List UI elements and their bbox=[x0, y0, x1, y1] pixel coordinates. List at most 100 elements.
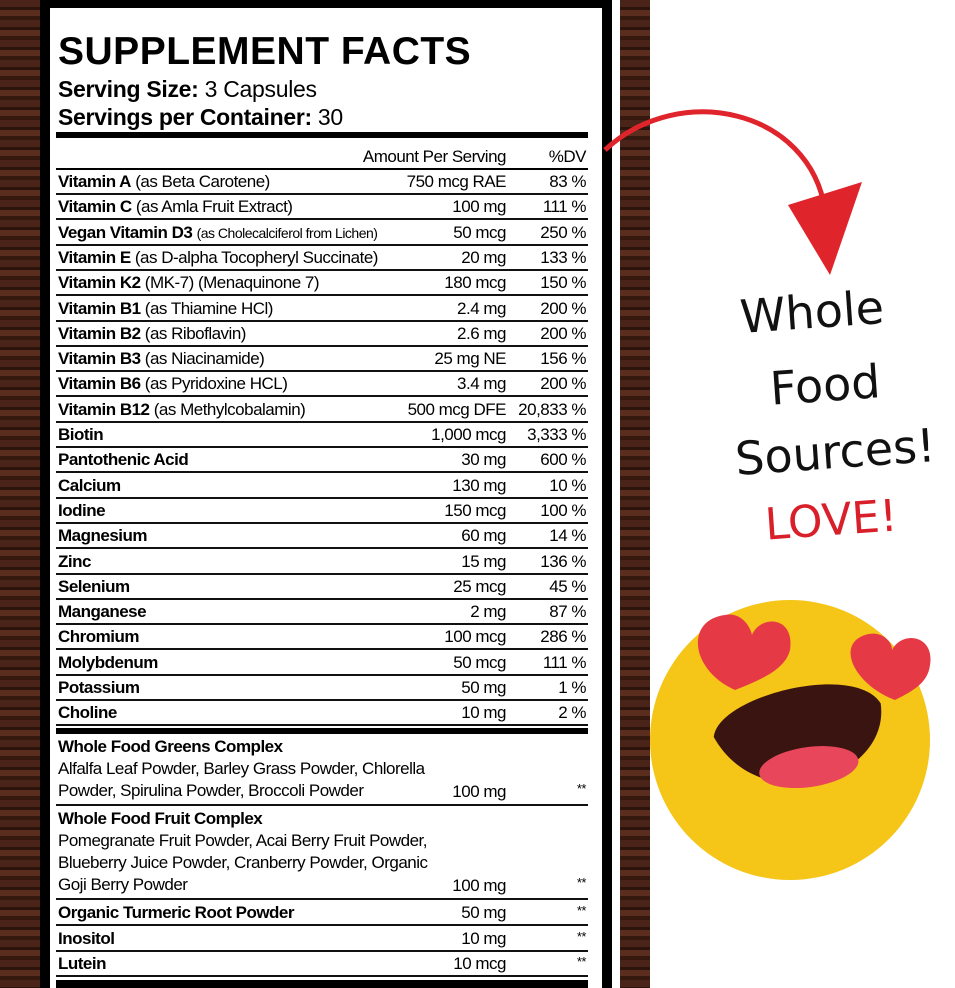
ingredient-amount: 10 mcg bbox=[453, 954, 506, 973]
wood-background-right bbox=[620, 0, 650, 988]
nutrient-amount: 100 mcg bbox=[444, 627, 506, 647]
nutrient-dv: 286 % bbox=[540, 627, 586, 647]
ingredient-dv: ** bbox=[576, 928, 587, 944]
nutrient-dv: 1 % bbox=[558, 678, 586, 697]
nutrient-amount: 20 mg bbox=[461, 247, 506, 267]
ingredient-row: Organic Turmeric Root Powder 50 mg ** bbox=[56, 901, 588, 926]
nutrient-row: Potassium 50 mg 1 % bbox=[56, 676, 588, 701]
ingredient-dv: ** bbox=[576, 903, 587, 918]
nutrient-dv: 2 % bbox=[558, 703, 586, 723]
nutrient-name: Zinc bbox=[58, 551, 91, 571]
nutrient-name: Pantothenic Acid bbox=[58, 450, 189, 470]
nutrient-amount: 25 mg NE bbox=[434, 349, 506, 369]
nutrient-row: Vitamin C (as Amla Fruit Extract) 100 mg… bbox=[56, 195, 588, 221]
nutrient-row: Biotin 1,000 mcg 3,333 % bbox=[56, 423, 588, 448]
nutrient-dv: 136 % bbox=[540, 551, 586, 571]
nutrient-row: Vitamin E (as D-alpha Tocopheryl Succina… bbox=[56, 246, 588, 271]
nutrient-row: Vitamin B1 (as Thiamine HCl) 2.4 mg 200 … bbox=[56, 297, 588, 322]
nutrient-amount: 2.6 mg bbox=[457, 323, 506, 343]
complex-ingredients: Alfalfa Leaf Powder, Barley Grass Powder… bbox=[58, 759, 425, 800]
ingredient-name: Lutein bbox=[58, 954, 107, 973]
nutrient-name: Molybdenum bbox=[58, 652, 158, 672]
nutrient-name: Biotin bbox=[58, 425, 104, 444]
nutrient-name: Vitamin A (as Beta Carotene) bbox=[58, 172, 270, 191]
nutrient-amount: 60 mg bbox=[461, 526, 506, 546]
ingredient-dv: ** bbox=[576, 954, 587, 969]
nutrient-row: Zinc 15 mg 136 % bbox=[56, 550, 588, 575]
nutrient-amount: 130 mg bbox=[452, 475, 506, 495]
nutrient-amount: 50 mg bbox=[461, 678, 506, 697]
callout-whole: Whole bbox=[738, 280, 886, 344]
nutrient-amount: 50 mcg bbox=[453, 652, 506, 672]
nutrient-row: Manganese 2 mg 87 % bbox=[56, 600, 588, 626]
nutrient-row: Vitamin B6 (as Pyridoxine HCL) 3.4 mg 20… bbox=[56, 372, 588, 398]
nutrient-amount: 50 mcg bbox=[453, 222, 506, 242]
complex-name: Whole Food Fruit Complex bbox=[58, 809, 263, 828]
nutrient-row: Chromium 100 mcg 286 % bbox=[56, 625, 588, 651]
nutrient-name: Vitamin B3 (as Niacinamide) bbox=[58, 349, 265, 369]
nutrient-dv: 111 % bbox=[542, 197, 587, 217]
nutrient-name: Chromium bbox=[58, 627, 140, 647]
nutrient-amount: 3.4 mg bbox=[457, 374, 506, 394]
nutrient-dv: 100 % bbox=[540, 500, 586, 520]
complex-ingredients: Pomegranate Fruit Powder, Acai Berry Fru… bbox=[58, 831, 428, 894]
complex-group: Whole Food Greens Complex Alfalfa Leaf P… bbox=[56, 736, 588, 806]
curved-arrow-icon bbox=[603, 109, 862, 275]
label-title: SUPPLEMENT FACTS bbox=[58, 30, 472, 73]
nutrient-row: Vitamin B12 (as Methylcobalamin) 500 mcg… bbox=[56, 398, 588, 423]
nutrient-row: Vitamin K2 (MK-7) (Menaquinone 7) 180 mc… bbox=[56, 271, 588, 297]
nutrient-name: Manganese bbox=[58, 602, 147, 622]
nutrient-dv: 200 % bbox=[540, 323, 586, 343]
nutrient-name: Magnesium bbox=[58, 526, 148, 546]
ingredient-row: Lutein 10 mcg ** bbox=[56, 952, 588, 977]
nutrient-amount: 2 mg bbox=[470, 602, 506, 622]
nutrient-name: Vitamin B2 (as Riboflavin) bbox=[58, 323, 246, 343]
nutrient-row: Vitamin A (as Beta Carotene) 750 mcg RAE… bbox=[56, 170, 588, 195]
nutrient-dv: 156 % bbox=[540, 349, 586, 369]
nutrient-dv: 14 % bbox=[549, 526, 586, 546]
nutrient-amount: 1,000 mcg bbox=[431, 425, 506, 444]
nutrient-row: Choline 10 mg 2 % bbox=[56, 701, 588, 727]
nutrient-row: Vegan Vitamin D3 (as Cholecalciferol fro… bbox=[56, 221, 588, 246]
nutrient-name: Potassium bbox=[58, 678, 140, 697]
nutrient-amount: 150 mcg bbox=[444, 500, 506, 520]
complex-dv: ** bbox=[576, 781, 587, 796]
complex-amount: 100 mg bbox=[452, 876, 506, 895]
nutrient-amount: 30 mg bbox=[461, 450, 506, 470]
nutrient-dv: 133 % bbox=[540, 247, 586, 267]
nutrient-name: Vitamin K2 (MK-7) (Menaquinone 7) bbox=[58, 273, 320, 293]
nutrient-amount: 15 mg bbox=[461, 551, 506, 571]
nutrient-row: Calcium 130 mg 10 % bbox=[56, 474, 588, 499]
nutrient-amount: 25 mcg bbox=[453, 576, 506, 596]
nutrient-dv: 10 % bbox=[549, 475, 586, 495]
nutrient-row: Iodine 150 mcg 100 % bbox=[56, 499, 588, 524]
nutrient-dv: 87 % bbox=[549, 602, 586, 622]
nutrient-name: Selenium bbox=[58, 576, 130, 596]
nutrient-row: Vitamin B3 (as Niacinamide) 25 mg NE 156… bbox=[56, 347, 588, 373]
ingredient-amount: 50 mg bbox=[461, 903, 506, 922]
serving-size: Serving Size: 3 Capsules bbox=[58, 76, 317, 102]
supplement-facts-label: SUPPLEMENT FACTS Serving Size: 3 Capsule… bbox=[40, 0, 612, 988]
nutrient-row: Vitamin B2 (as Riboflavin) 2.6 mg 200 % bbox=[56, 322, 588, 347]
nutrient-amount: 10 mg bbox=[461, 703, 506, 723]
wood-background-left bbox=[0, 0, 40, 988]
nutrient-dv: 200 % bbox=[540, 298, 586, 318]
nutrient-amount: 500 mcg DFE bbox=[407, 399, 507, 419]
callout-food: Food bbox=[768, 354, 883, 416]
nutrient-name: Vegan Vitamin D3 (as Cholecalciferol fro… bbox=[58, 222, 378, 242]
nutrient-dv: 250 % bbox=[540, 222, 586, 242]
nutrient-name: Iodine bbox=[58, 500, 106, 520]
nutrient-dv: 45 % bbox=[549, 576, 586, 596]
nutrient-name: Vitamin E (as D-alpha Tocopheryl Succina… bbox=[58, 247, 378, 267]
complex-amount: 100 mg bbox=[452, 782, 506, 801]
nutrient-dv: 83 % bbox=[549, 172, 586, 191]
divider bbox=[56, 980, 588, 988]
nutrient-row: Molybdenum 50 mcg 111 % bbox=[56, 651, 588, 676]
nutrient-amount: 2.4 mg bbox=[457, 298, 506, 318]
nutrient-name: Vitamin C (as Amla Fruit Extract) bbox=[58, 197, 293, 217]
nutrient-dv: 20,833 % bbox=[518, 399, 586, 419]
complex-dv: ** bbox=[576, 875, 587, 890]
nutrient-row: Magnesium 60 mg 14 % bbox=[56, 524, 588, 550]
divider bbox=[56, 728, 588, 734]
nutrient-name: Vitamin B12 (as Methylcobalamin) bbox=[58, 399, 306, 419]
